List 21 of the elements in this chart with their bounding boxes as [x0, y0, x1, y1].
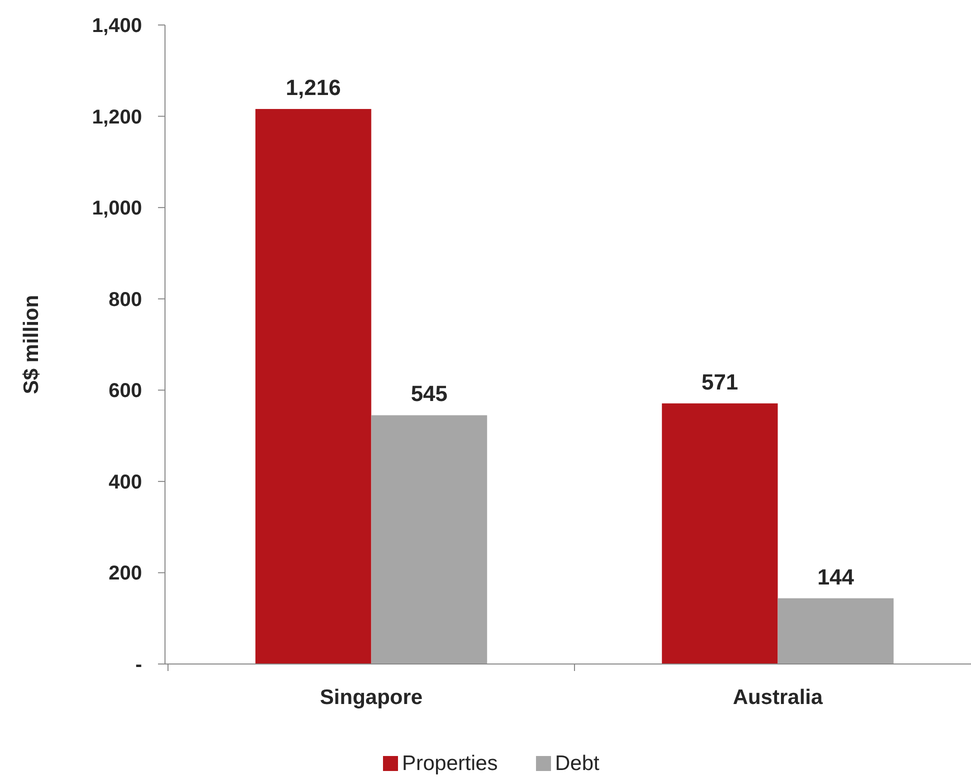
y-tick-label: 400: [108, 471, 142, 494]
bar: [662, 403, 778, 664]
data-label: 144: [817, 564, 855, 590]
y-tick-label: 600: [108, 380, 142, 402]
x-tick-label: Australia: [732, 686, 823, 709]
y-tick-label: 1,400: [92, 15, 142, 37]
y-axis-title: S$ million: [20, 294, 43, 394]
y-tick-label: 1,000: [92, 198, 142, 220]
y-tick-label: -: [135, 654, 142, 676]
x-tick-label: Singapore: [320, 686, 423, 709]
y-tick-label: 800: [108, 288, 142, 311]
bar: [778, 598, 894, 664]
data-label: 571: [701, 369, 738, 394]
bar: [371, 415, 488, 664]
y-tick-label: 1,200: [92, 106, 142, 128]
legend-label: Properties: [402, 752, 498, 775]
data-label: 545: [410, 381, 448, 406]
y-tick-label: 200: [108, 562, 142, 585]
legend-label: Debt: [555, 752, 600, 775]
bar: [255, 108, 372, 664]
data-label: 1,216: [286, 74, 341, 100]
